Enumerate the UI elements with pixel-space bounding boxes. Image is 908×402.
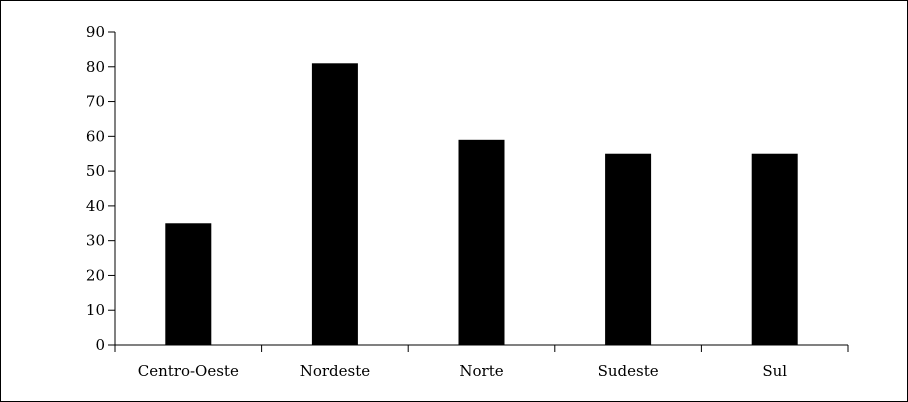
y-tick-label: 90 — [86, 23, 105, 41]
y-tick-label: 20 — [86, 266, 105, 284]
y-tick-label: 0 — [95, 336, 105, 354]
x-tick-label: Sul — [762, 362, 787, 380]
y-tick-label: 80 — [86, 58, 105, 76]
x-tick-label: Norte — [459, 362, 503, 380]
bar-centro-oeste — [165, 223, 212, 345]
bar-norte — [458, 139, 505, 345]
x-tick-label: Centro-Oeste — [138, 362, 239, 380]
y-tick-label: 50 — [86, 162, 105, 180]
bar-sul — [751, 153, 798, 345]
x-tick-label: Nordeste — [300, 362, 371, 380]
y-tick-label: 60 — [86, 127, 105, 145]
bar-sudeste — [605, 153, 652, 345]
y-tick-label: 70 — [86, 93, 105, 111]
y-tick-label: 40 — [86, 197, 105, 215]
y-tick-label: 10 — [86, 301, 105, 319]
bar-nordeste — [311, 63, 358, 346]
tick-labels: 0 10 20 30 40 50 60 70 80 90 Centro-Oeste Nordeste N… — [86, 23, 787, 380]
bars — [165, 63, 798, 346]
x-tick-label: Sudeste — [598, 362, 659, 380]
y-tick-label: 30 — [86, 232, 105, 250]
